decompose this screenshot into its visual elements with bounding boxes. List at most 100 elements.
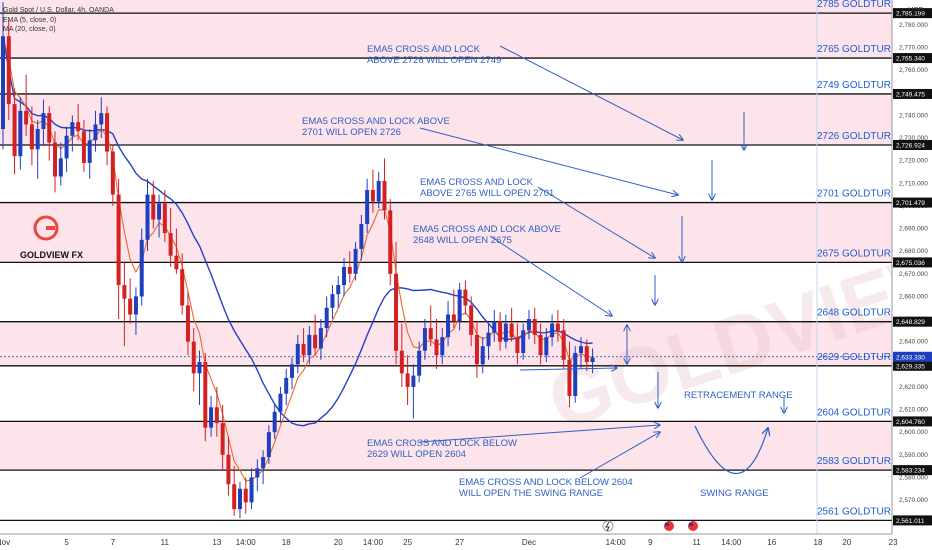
level-label: 2648 GOLDTURN xyxy=(817,308,898,319)
candle-body xyxy=(509,323,514,338)
candle-body xyxy=(567,359,572,396)
candle-body xyxy=(295,343,300,365)
candle-body xyxy=(105,113,110,152)
candle-body xyxy=(469,305,474,335)
candle-body xyxy=(6,36,11,105)
price-tick-label: 2,670.000 xyxy=(899,271,928,278)
ma-legend: MA (20, close, 0) xyxy=(3,26,56,33)
candle-body xyxy=(87,140,92,163)
candle-body xyxy=(353,248,358,274)
level-label: 2561 GOLDTURN xyxy=(817,506,898,517)
candle-body xyxy=(399,350,404,374)
candle-body xyxy=(544,337,549,356)
candle-body xyxy=(272,411,277,433)
candle-body xyxy=(237,488,242,510)
candle-body xyxy=(64,135,69,159)
candle-body xyxy=(93,124,98,141)
annotation-text: EMA5 CROSS AND LOCK ABOVE xyxy=(302,116,450,127)
candle-body xyxy=(330,294,335,308)
candle-body xyxy=(24,110,29,125)
annotation-text: 2648 WILL OPEN 2675 xyxy=(413,235,512,246)
candle-body xyxy=(145,194,150,240)
logo-g-icon xyxy=(33,215,59,241)
candle-body xyxy=(405,373,410,387)
annotation-text: EMA5 CROSS AND LOCK xyxy=(420,177,534,188)
current-price-tag xyxy=(893,351,932,362)
candle-body xyxy=(128,298,133,315)
level-price-tag-text: 2,561.011 xyxy=(896,518,925,525)
candle-body xyxy=(451,314,456,322)
price-tick-label: 2,600.000 xyxy=(899,429,928,436)
candle-body xyxy=(538,334,543,356)
level-label: 2701 GOLDTURN xyxy=(817,189,898,200)
level-price-tag-text: 2,726.924 xyxy=(896,142,925,149)
range-band xyxy=(0,93,892,145)
level-price-tag-text: 2,648.829 xyxy=(896,319,925,326)
candle-body xyxy=(220,423,225,455)
candle-body xyxy=(162,203,167,234)
candle-body xyxy=(284,377,289,394)
price-tick-label: 2,580.000 xyxy=(899,474,928,481)
candle-body xyxy=(555,323,560,331)
level-label: 2785 GOLDTURN xyxy=(817,0,898,10)
candle-body xyxy=(255,468,260,478)
candle-body xyxy=(133,296,138,315)
candle-body xyxy=(243,488,248,503)
candle-body xyxy=(174,255,179,270)
level-price-tag xyxy=(893,197,932,208)
projection-arrow xyxy=(537,186,655,258)
annotation-text: 2701 WILL OPEN 2726 xyxy=(302,127,401,138)
candle-body xyxy=(457,289,462,322)
range-band xyxy=(0,0,892,14)
candle-body xyxy=(53,142,58,177)
time-tick-label: 18 xyxy=(282,538,291,547)
level-price-tag-text: 2,583.234 xyxy=(896,468,925,475)
level-price-tag xyxy=(893,316,932,327)
candle-body xyxy=(526,319,531,331)
candle-body xyxy=(365,190,370,225)
annotation-text: ABOVE 2765 WILL OPEN 2701 xyxy=(420,188,554,199)
candle-body xyxy=(370,190,375,202)
projection-arrows xyxy=(419,45,784,479)
price-axis[interactable]: 2,570.000 2,580.000 2,590.000 2,600.000 2,61… xyxy=(891,0,932,550)
candle-body xyxy=(151,194,156,220)
time-tick-label: 27 xyxy=(455,538,464,547)
level-price-tag xyxy=(893,515,932,526)
projection-arrow xyxy=(489,235,612,316)
price-tick-label: 2,690.000 xyxy=(899,226,928,233)
candle-body xyxy=(336,285,341,295)
candle-body xyxy=(1,36,5,129)
level-price-tag xyxy=(893,53,932,64)
projection-arrow xyxy=(579,432,660,479)
range-band xyxy=(0,421,892,471)
price-tick-label: 2,740.000 xyxy=(899,112,928,119)
price-tick-label: 2,710.000 xyxy=(899,180,928,187)
price-tick-label: 2,760.000 xyxy=(899,67,928,74)
time-tick-label: 14:00 xyxy=(721,538,742,547)
current-price-tag-text: 2,633.330 xyxy=(896,354,925,361)
candle-body xyxy=(139,239,144,297)
candle-body xyxy=(417,350,422,376)
candle-body xyxy=(29,124,34,150)
time-tick-label: 13 xyxy=(212,538,221,547)
candle-body xyxy=(434,339,439,356)
candle-body xyxy=(498,321,503,342)
level-price-tag xyxy=(893,465,932,476)
range-band xyxy=(0,321,892,366)
candle-body xyxy=(261,457,266,469)
lightning-icon xyxy=(602,520,614,532)
range-bands xyxy=(0,0,892,471)
level-price-tag xyxy=(893,88,932,99)
candle-body xyxy=(81,131,86,163)
level-price-tag xyxy=(893,8,932,19)
annotation-text: EMA5 CROSS AND LOCK BELOW xyxy=(367,438,517,449)
time-axis-bg xyxy=(0,534,892,550)
projection-arrow xyxy=(499,45,683,140)
candle-body xyxy=(318,328,323,349)
candle-body xyxy=(70,122,75,136)
candle-body xyxy=(214,407,219,424)
time-tick-label: 20 xyxy=(334,538,343,547)
time-axis[interactable]: Nov 5 7 11 13 14:00 18 20 14:00 25 27 Dec 14:00 9 11 14… xyxy=(0,533,932,550)
level-label: 2604 GOLDTURN xyxy=(817,407,898,418)
